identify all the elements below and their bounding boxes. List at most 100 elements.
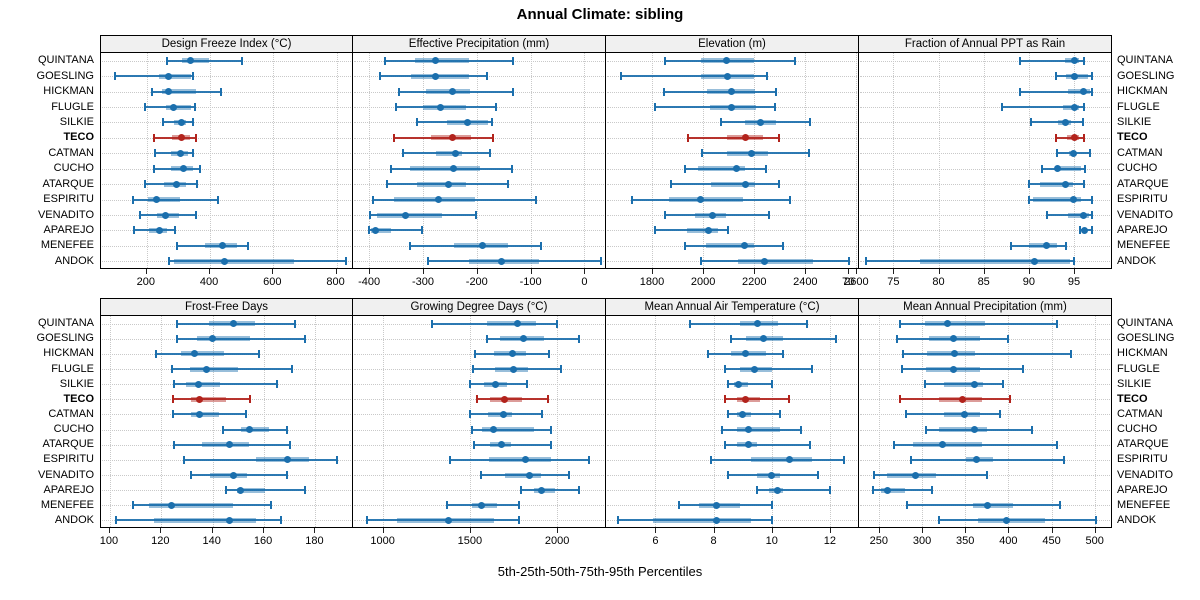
whisker-cap-low: [902, 349, 905, 358]
whisker-line: [115, 75, 193, 78]
axis-tick-label: 75: [887, 276, 900, 288]
whisker-line: [428, 260, 601, 263]
gridline-vertical: [983, 53, 985, 268]
median-dot: [229, 471, 237, 479]
panel-axis-0: 200 400 600 800: [100, 269, 353, 295]
median-dot: [722, 57, 730, 65]
gridline-vertical: [771, 316, 773, 527]
whisker-cap-high: [549, 425, 552, 434]
axis-tick: [476, 269, 478, 274]
whisker-cap-low: [397, 87, 400, 96]
median-dot: [883, 486, 891, 494]
whisker-cap-low: [684, 241, 687, 250]
axis-tick-label: -100: [519, 276, 542, 288]
whisker-cap-low: [166, 56, 169, 65]
whisker-cap-low: [471, 365, 474, 373]
whisker-line: [907, 504, 1061, 507]
whisker-cap-high: [1091, 211, 1094, 219]
axis-tick: [1051, 528, 1053, 533]
site-label-left-menefee: MENEFEE: [40, 498, 94, 511]
whisker-line: [664, 59, 796, 62]
whisker-cap-high: [257, 349, 260, 358]
whisker-cap-low: [224, 486, 227, 495]
axis-tick: [965, 528, 967, 533]
whisker-line: [155, 152, 193, 155]
median-dot: [713, 516, 720, 524]
panel-body: [606, 316, 859, 528]
iqr-bar: [148, 197, 181, 203]
site-label-right-flugle: FLUGLE: [1117, 362, 1160, 375]
median-dot: [774, 486, 782, 494]
whisker-cap-low: [365, 516, 368, 525]
whisker-cap-low: [368, 226, 371, 235]
gridline-horizontal: [102, 184, 351, 186]
axis-tick: [856, 269, 858, 274]
axis-tick-label: 1800: [639, 276, 665, 288]
whisker-cap-high: [777, 133, 780, 142]
gridline-horizontal: [102, 137, 351, 139]
panel-body: [353, 316, 606, 528]
whisker-line: [728, 413, 781, 416]
whisker-cap-high: [507, 180, 510, 189]
median-dot: [959, 395, 967, 403]
whisker-cap-high: [1009, 395, 1012, 404]
whisker-line: [678, 504, 772, 507]
whisker-cap-high: [526, 380, 529, 389]
iqr-bar: [668, 197, 743, 203]
whisker-cap-high: [777, 180, 780, 189]
axis-tick: [469, 528, 471, 533]
site-label-right-espiritu: ESPIRITU: [1117, 453, 1168, 466]
whisker-cap-low: [663, 211, 666, 219]
whisker-cap-low: [1054, 72, 1057, 81]
whisker-cap-high: [1091, 226, 1094, 235]
whisker-cap-low: [161, 118, 164, 127]
whisker-cap-low: [724, 440, 727, 449]
whisker-cap-high: [304, 334, 307, 343]
median-dot: [709, 211, 717, 219]
median-dot: [704, 226, 712, 234]
whisker-cap-low: [709, 455, 712, 464]
median-dot: [165, 88, 173, 96]
axis-tick: [983, 269, 985, 274]
whisker-cap-low: [893, 440, 896, 449]
median-dot: [519, 335, 527, 343]
whisker-cap-high: [219, 87, 222, 96]
whisker-cap-low: [476, 395, 479, 404]
axis-tick: [160, 528, 162, 533]
whisker-line: [168, 260, 347, 263]
site-label-right-teco: TECO: [1117, 131, 1148, 144]
gridline-vertical: [315, 316, 317, 527]
gridline-horizontal: [354, 490, 604, 492]
whisker-cap-high: [291, 365, 294, 373]
median-dot: [697, 196, 705, 204]
whisker-cap-high: [488, 149, 491, 158]
whisker-cap-low: [133, 226, 136, 235]
site-label-left-venadito: VENADITO: [37, 468, 94, 481]
gridline-horizontal: [860, 137, 1110, 139]
panel-body: [353, 53, 606, 269]
whisker-cap-high: [279, 516, 282, 525]
whisker-line: [721, 121, 811, 124]
gridline-horizontal: [860, 230, 1110, 232]
whisker-cap-low: [138, 211, 141, 219]
median-dot: [944, 320, 952, 328]
median-dot: [757, 118, 765, 126]
iqr-bar: [377, 212, 442, 218]
site-label-left-espiritu: ESPIRITU: [43, 453, 94, 466]
whisker-cap-high: [588, 455, 591, 464]
median-dot: [912, 471, 920, 479]
whisker-cap-low: [171, 395, 174, 404]
iqr-bar: [393, 197, 475, 203]
iqr-bar: [880, 487, 905, 493]
iqr-bar: [416, 181, 467, 187]
axis-tick-label: 300: [912, 535, 932, 547]
gridline-vertical: [584, 53, 586, 268]
whisker-cap-high: [578, 486, 581, 495]
axis-tick-label: 600: [263, 276, 282, 288]
axis-tick: [211, 528, 213, 533]
whisker-line: [906, 413, 1000, 416]
whisker-line: [731, 337, 836, 340]
median-dot: [1070, 103, 1078, 111]
median-dot: [1069, 149, 1077, 157]
iqr-bar: [166, 104, 192, 110]
